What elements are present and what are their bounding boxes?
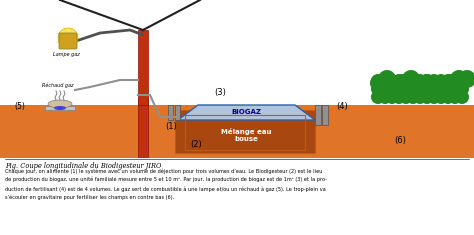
Bar <box>0 0 474 158</box>
Circle shape <box>406 90 420 104</box>
Circle shape <box>441 82 455 96</box>
Circle shape <box>410 78 428 96</box>
Circle shape <box>378 74 392 88</box>
Polygon shape <box>130 105 165 158</box>
Circle shape <box>370 74 388 92</box>
Text: Lampe gaz: Lampe gaz <box>53 52 79 57</box>
Circle shape <box>427 90 441 104</box>
Bar <box>175 105 180 120</box>
Bar <box>0 158 474 235</box>
Circle shape <box>455 82 469 96</box>
Circle shape <box>420 74 434 88</box>
Circle shape <box>413 74 427 88</box>
Circle shape <box>392 90 406 104</box>
Circle shape <box>392 74 406 88</box>
Polygon shape <box>178 105 315 120</box>
Circle shape <box>418 84 436 102</box>
Text: de production du biogaz, une unité familiale mesure entre 5 et 10 m³. Par jour, : de production du biogaz, une unité famil… <box>5 177 327 183</box>
Circle shape <box>399 82 413 96</box>
Circle shape <box>385 90 399 104</box>
Circle shape <box>394 84 412 102</box>
Circle shape <box>371 82 385 96</box>
Bar <box>315 105 321 125</box>
Polygon shape <box>355 105 474 158</box>
Circle shape <box>413 90 427 104</box>
Circle shape <box>413 82 427 96</box>
Text: Mélange eau
bouse: Mélange eau bouse <box>221 128 271 142</box>
Bar <box>45 106 75 110</box>
Circle shape <box>450 74 468 92</box>
Circle shape <box>406 74 420 88</box>
Circle shape <box>378 78 396 96</box>
Text: (3): (3) <box>214 89 226 98</box>
Circle shape <box>441 90 455 104</box>
Text: BIOGAZ: BIOGAZ <box>231 109 261 115</box>
Circle shape <box>427 82 441 96</box>
Circle shape <box>434 82 448 96</box>
Circle shape <box>399 90 413 104</box>
Bar <box>138 98 148 158</box>
Text: (6): (6) <box>394 136 406 145</box>
Circle shape <box>442 81 460 99</box>
Circle shape <box>455 74 469 88</box>
FancyBboxPatch shape <box>59 33 77 49</box>
Bar <box>0 0 474 105</box>
Text: s’écouler en gravitaire pour fertiliser les champs en contre bas (6).: s’écouler en gravitaire pour fertiliser … <box>5 195 174 200</box>
Circle shape <box>58 28 78 48</box>
Polygon shape <box>175 110 315 153</box>
Circle shape <box>448 74 462 88</box>
Circle shape <box>406 82 420 96</box>
Circle shape <box>458 78 474 96</box>
Circle shape <box>420 90 434 104</box>
Bar <box>185 115 305 150</box>
Text: Réchaud gaz: Réchaud gaz <box>42 82 74 88</box>
Bar <box>168 105 173 120</box>
Ellipse shape <box>48 100 72 108</box>
Polygon shape <box>0 105 130 158</box>
Text: (2): (2) <box>190 141 202 149</box>
Circle shape <box>378 90 392 104</box>
Circle shape <box>386 81 404 99</box>
Text: Chaque jour, on alimente (1) le système avec un volume de déjection pour trois v: Chaque jour, on alimente (1) le système … <box>5 168 322 173</box>
Circle shape <box>385 82 399 96</box>
Ellipse shape <box>54 106 66 110</box>
Polygon shape <box>320 105 355 158</box>
Text: (1): (1) <box>165 122 177 132</box>
Circle shape <box>455 90 469 104</box>
Circle shape <box>426 84 444 102</box>
Circle shape <box>371 90 385 104</box>
Bar <box>322 105 328 125</box>
Text: Fig. Coupe longitudinale du Biodigesteur JIRO: Fig. Coupe longitudinale du Biodigesteur… <box>5 162 161 170</box>
Circle shape <box>385 74 399 88</box>
Text: (4): (4) <box>336 102 348 111</box>
Circle shape <box>427 74 441 88</box>
Circle shape <box>434 74 448 88</box>
Circle shape <box>441 74 455 88</box>
Polygon shape <box>165 120 320 158</box>
Text: duction de fertilisant (4) est de 4 volumes. Le gaz sert de combustible à une la: duction de fertilisant (4) est de 4 volu… <box>5 186 326 192</box>
Circle shape <box>434 74 452 92</box>
Circle shape <box>399 74 413 88</box>
Circle shape <box>420 82 434 96</box>
Circle shape <box>434 90 448 104</box>
Circle shape <box>371 74 385 88</box>
Circle shape <box>392 82 406 96</box>
Circle shape <box>378 82 392 96</box>
Circle shape <box>402 84 420 102</box>
Circle shape <box>448 90 462 104</box>
Circle shape <box>448 82 462 96</box>
Bar <box>138 30 148 105</box>
Text: (5): (5) <box>15 102 26 111</box>
